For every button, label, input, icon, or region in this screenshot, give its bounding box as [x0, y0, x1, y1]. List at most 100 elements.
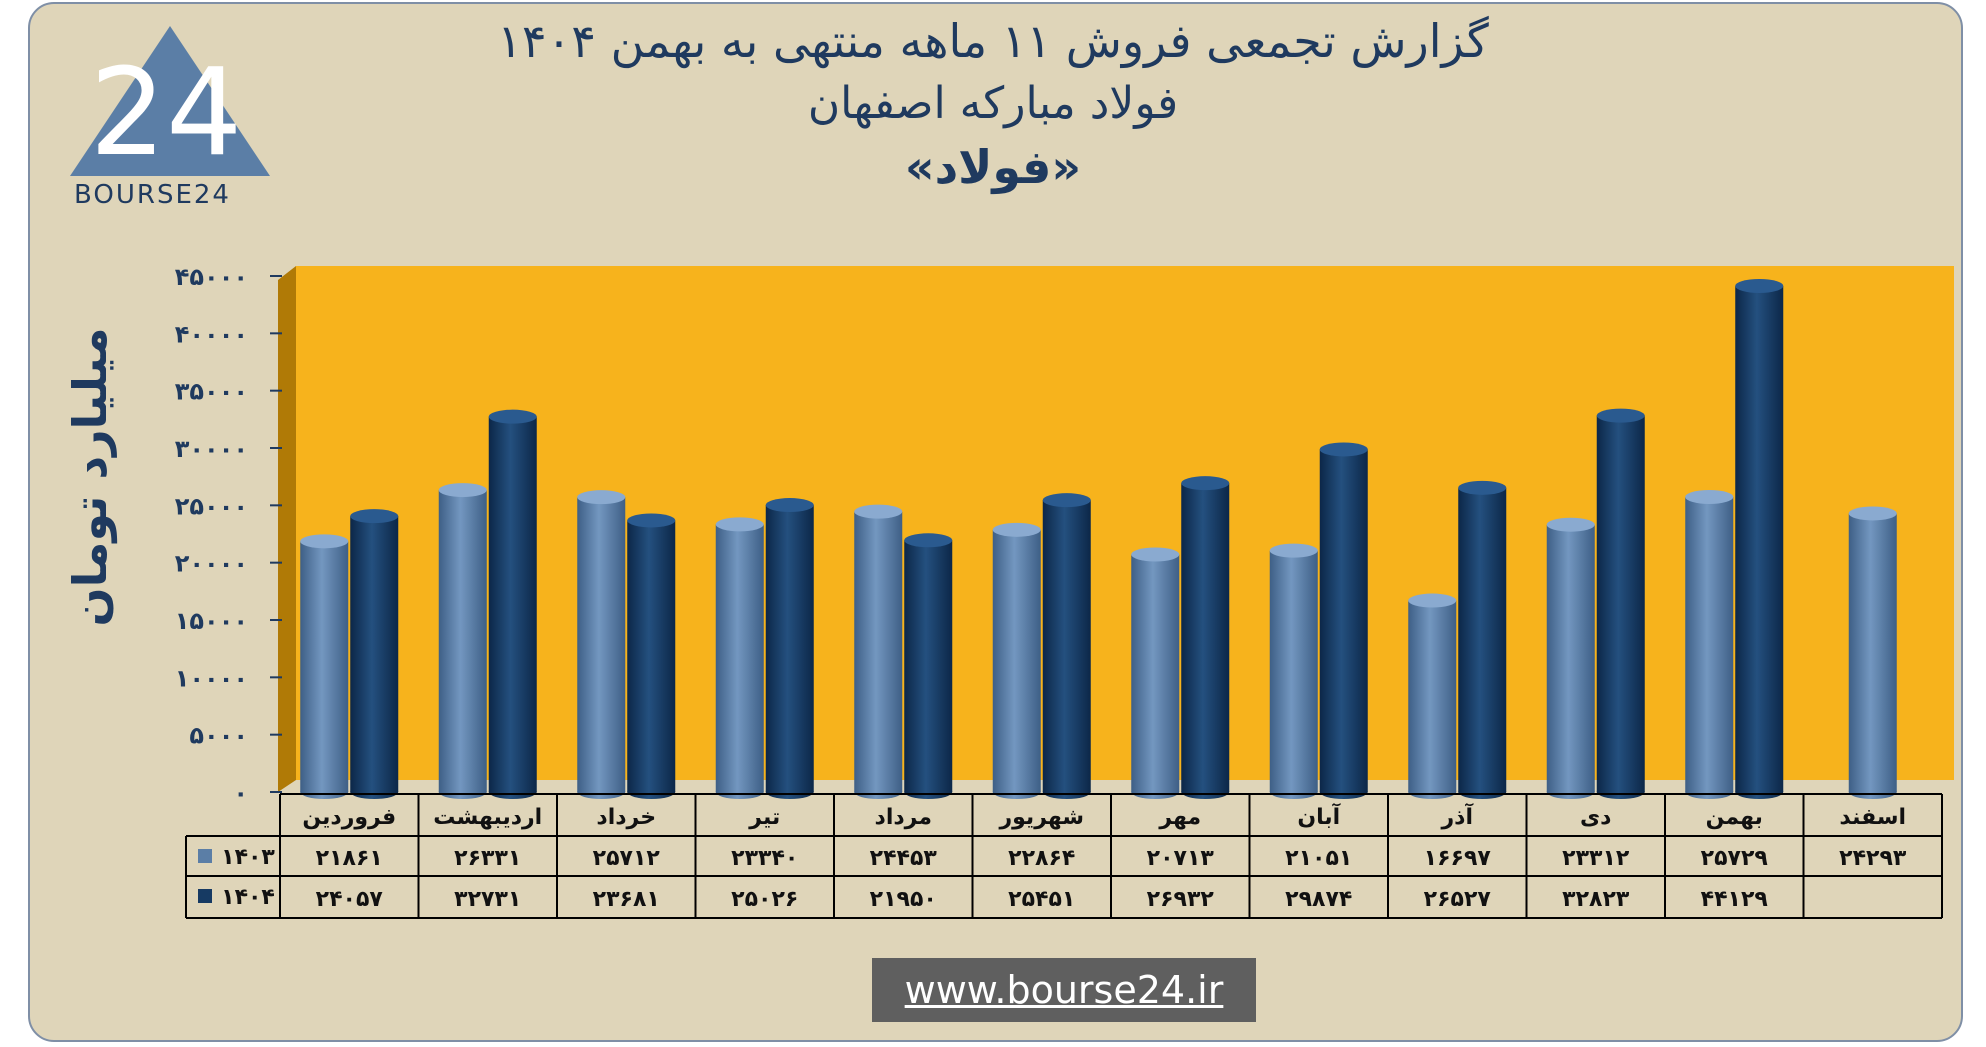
bar-body [1319, 449, 1368, 792]
bar-base [1458, 785, 1507, 799]
x-tick-label: شهریور [998, 805, 1084, 830]
x-tick-label: اردیبهشت [433, 805, 542, 830]
bar-body [627, 520, 676, 792]
bar-top [627, 513, 676, 528]
data-label-1403: ۲۴۴۵۳ [870, 846, 938, 871]
bar-top [1269, 543, 1318, 558]
bar-top [1408, 593, 1457, 608]
bar-base [992, 785, 1041, 799]
bar-top [904, 533, 953, 548]
y-axis: ۰ ۵۰۰۰ ۱۰۰۰۰ ۱۵۰۰۰ ۲۰۰۰۰ ۲۵۰۰۰ ۳۰۰۰۰ ۳۵۰۰۰ ۴۰۰۰۰… [175, 263, 282, 807]
x-tick-label: دی [1580, 805, 1611, 830]
bar-1403 [1131, 547, 1180, 799]
website-text: www.bourse24.ir [904, 968, 1224, 1012]
bar-body [715, 524, 764, 792]
y-tick-label: ۰ [233, 779, 248, 807]
bar-body [1596, 415, 1645, 792]
y-axis-label: میلیارد تومان [63, 327, 117, 627]
y-tick-label: ۴۵۰۰۰ [175, 263, 248, 291]
data-label-1403: ۲۱۸۶۱ [316, 846, 383, 871]
bar-body [577, 497, 626, 792]
bar-top [992, 522, 1041, 537]
legend-key-1403 [198, 849, 212, 863]
data-label-1403: ۲۲۸۶۴ [1008, 846, 1075, 871]
data-label-1403: ۱۶۶۹۷ [1424, 846, 1492, 871]
bar-body [350, 516, 399, 792]
bar-1403 [1546, 517, 1595, 799]
x-tick-label: بهمن [1706, 805, 1763, 830]
bar-base [577, 785, 626, 799]
logo-text: BOURSE24 [74, 180, 231, 210]
bar-1404 [1458, 480, 1507, 799]
bar-body [765, 505, 814, 792]
bar-base [715, 785, 764, 799]
y-tick-label: ۳۰۰۰۰ [175, 435, 248, 463]
bar-1404 [1735, 278, 1784, 799]
bar-top [488, 409, 537, 424]
bar-body [438, 490, 487, 792]
bar-1403 [854, 504, 903, 799]
bar-top [1131, 547, 1180, 562]
bar-1404 [1319, 442, 1368, 799]
data-label-1403: ۲۵۷۱۲ [593, 846, 661, 871]
y-tick-label: ۵۰۰۰ [189, 722, 248, 750]
bar-base [1596, 785, 1645, 799]
data-label-1404: ۲۶۵۲۷ [1424, 887, 1492, 912]
bar-base [854, 785, 903, 799]
bar-1403 [1848, 506, 1897, 799]
bar-base [765, 785, 814, 799]
bar-body [1131, 554, 1180, 792]
bar-top [300, 534, 349, 549]
y-tick-label: ۱۰۰۰۰ [175, 664, 248, 692]
y-tick-label: ۳۵۰۰۰ [175, 378, 248, 406]
bar-top [438, 483, 487, 498]
bars [300, 278, 1897, 799]
bar-base [438, 785, 487, 799]
bar-body [1269, 550, 1318, 792]
plot-side-wall [278, 266, 296, 792]
x-tick-label: آبان [1297, 802, 1340, 830]
bar-base [627, 785, 676, 799]
logo-triangle [70, 26, 270, 176]
bar-body [1546, 524, 1595, 792]
data-label-1404: ۲۵۰۲۶ [731, 887, 798, 912]
bar-1404 [627, 513, 676, 799]
logo-mark: 24 [90, 44, 243, 183]
plot-area [296, 266, 1954, 780]
bar-1404 [904, 533, 953, 799]
data-label-1404: ۲۶۹۳۲ [1147, 887, 1215, 912]
chart-title: گزارش تجمعی فروش ۱۱ ماهه منتهی به بهمن ۱… [497, 14, 1489, 68]
x-tick-label: اسفند [1839, 805, 1906, 830]
data-label-1403: ۲۶۳۳۱ [454, 846, 521, 871]
bar-base [1408, 785, 1457, 799]
y-tick-label: ۱۵۰۰۰ [175, 607, 248, 635]
website-link[interactable]: www.bourse24.ir [872, 958, 1256, 1022]
bar-top [1735, 278, 1784, 293]
bar-1403 [577, 490, 626, 799]
bar-base [1848, 785, 1897, 799]
bar-body [1735, 285, 1784, 792]
bar-1403 [1685, 489, 1734, 799]
bar-top [1685, 489, 1734, 504]
data-label-1404: ۳۲۸۲۳ [1562, 887, 1630, 912]
legend-key-1404 [198, 889, 212, 903]
bar-top [854, 504, 903, 519]
data-label-1404: ۲۴۰۵۷ [316, 887, 384, 912]
bar-top [350, 509, 399, 524]
bar-1404 [350, 509, 399, 799]
bar-1404 [1596, 408, 1645, 799]
bar-base [1685, 785, 1734, 799]
bourse24-logo: 24 [70, 26, 270, 183]
bar-body [1181, 483, 1230, 792]
bar-top [577, 490, 626, 505]
bar-body [488, 416, 537, 792]
bar-body [1848, 513, 1897, 792]
bar-body [300, 541, 349, 792]
chart-subtitle: فولاد مبارکه اصفهان [807, 78, 1179, 129]
x-tick-label: مرداد [875, 805, 932, 830]
data-label-1404: ۲۳۶۸۱ [593, 887, 660, 912]
bar-base [1131, 785, 1180, 799]
bar-top [1042, 493, 1091, 508]
bar-base [1546, 785, 1595, 799]
bar-top [1319, 442, 1368, 457]
